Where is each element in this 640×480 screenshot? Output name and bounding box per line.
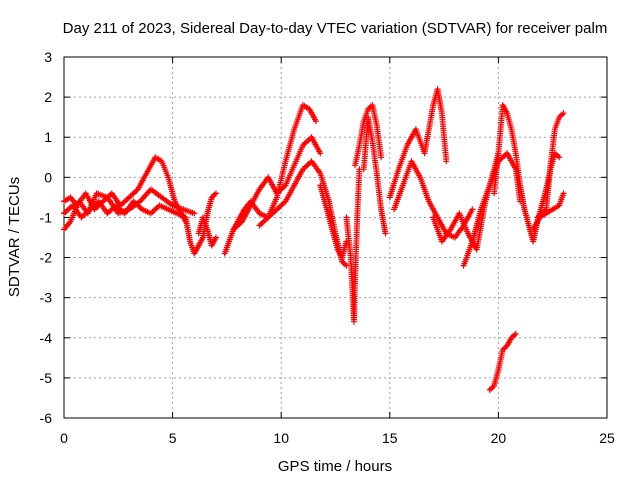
series-track-r <box>486 330 519 393</box>
plot-frame <box>63 56 608 419</box>
y-tick-label: 1 <box>44 129 52 145</box>
series-track-i <box>317 182 350 261</box>
data-point <box>443 158 450 165</box>
data-point <box>213 234 219 241</box>
y-tick-label: -3 <box>40 290 53 306</box>
series-track-j <box>343 166 363 325</box>
series-track-e <box>195 214 219 249</box>
series-track-k <box>352 102 385 169</box>
data-point <box>560 110 567 117</box>
series-track-u <box>530 190 567 233</box>
y-tick-label: 3 <box>44 49 52 65</box>
grid-lines <box>64 57 607 418</box>
x-tick-label: 5 <box>169 430 177 446</box>
series-track-m <box>386 86 450 201</box>
chart-title: Day 211 of 2023, Sidereal Day-to-day VTE… <box>63 20 608 37</box>
y-tick-label: -4 <box>40 330 53 346</box>
x-tick-label: 0 <box>60 430 68 446</box>
y-tick-label: 2 <box>44 89 52 105</box>
data-point <box>313 118 319 125</box>
series-track-l <box>360 114 389 237</box>
y-tick-label: -5 <box>40 370 53 386</box>
data-point <box>382 230 389 237</box>
data-point <box>512 330 519 337</box>
series-track-g <box>230 134 324 233</box>
y-tick-label: -1 <box>40 209 53 225</box>
series-track-s <box>521 150 563 245</box>
series-track-o <box>430 150 502 253</box>
x-tick-label: 10 <box>273 430 289 446</box>
series-track-n <box>391 158 476 241</box>
data-point <box>317 150 324 157</box>
data-point <box>560 190 567 197</box>
x-axis-label: GPS time / hours <box>278 458 392 475</box>
data-point <box>469 206 476 213</box>
data-point <box>557 112 564 119</box>
x-tick-label: 15 <box>382 430 398 446</box>
data-point <box>556 154 563 161</box>
series-track-h <box>256 158 350 269</box>
y-axis-label: SDTVAR / TECUs <box>6 177 23 297</box>
axis-ticks: 0 5 10 15 20 25 -6 -5 -4 -3 -2 -1 0 1 2 3 <box>40 49 615 446</box>
x-tick-label: 25 <box>599 430 615 446</box>
data-point <box>213 190 219 197</box>
x-tick-label: 20 <box>491 430 507 446</box>
series-track-a <box>61 154 189 225</box>
series-track-c <box>61 186 198 233</box>
series-track-q <box>491 102 528 213</box>
y-tick-label: 0 <box>44 169 52 185</box>
data-points <box>61 86 567 393</box>
y-tick-label: -6 <box>40 410 53 426</box>
y-tick-label: -2 <box>40 250 53 266</box>
data-point <box>378 154 385 161</box>
series-track-f <box>221 102 319 257</box>
data-point <box>191 210 198 217</box>
